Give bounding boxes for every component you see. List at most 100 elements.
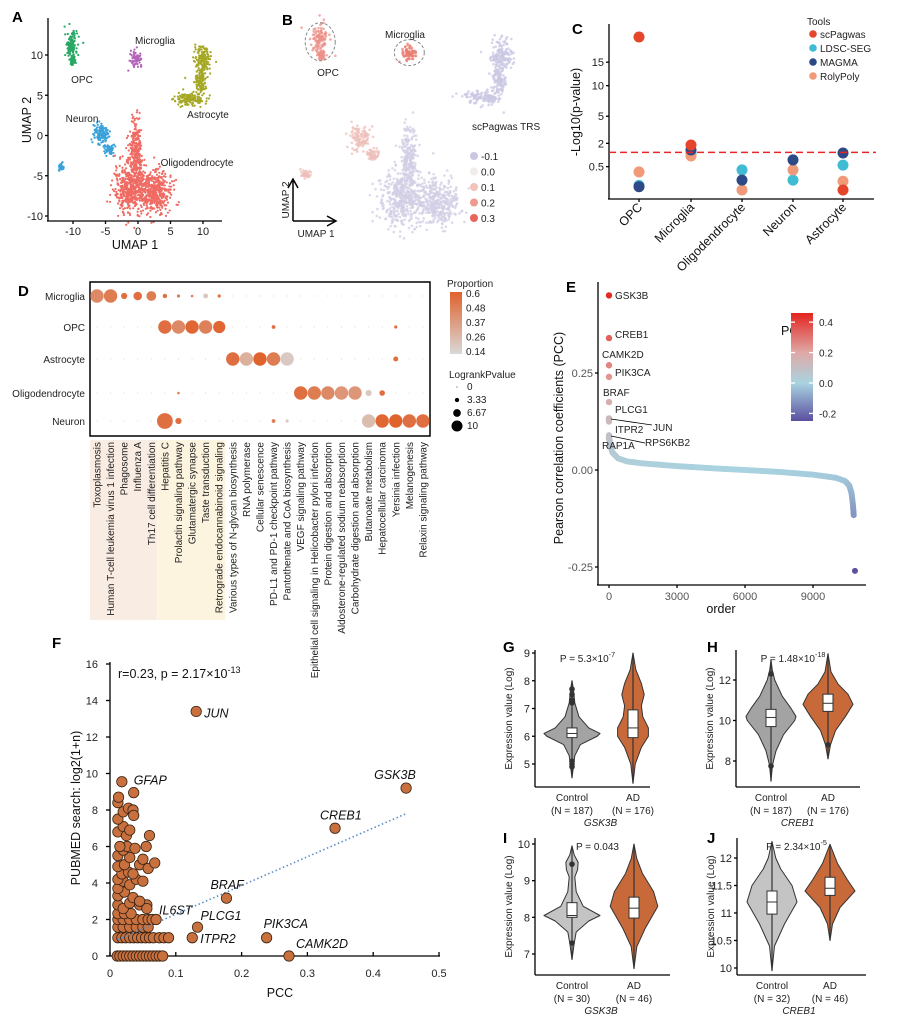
- umap-point-oligodendrocyte: [131, 113, 134, 116]
- trs-point-neuron: [303, 177, 307, 180]
- umap-point-oligodendrocyte: [129, 161, 133, 164]
- gene-point-creb1: [329, 822, 341, 834]
- umap-point-astrocyte: [203, 68, 206, 71]
- trs-point-astrocyte: [466, 95, 469, 98]
- panel-label-d: D: [18, 283, 29, 300]
- gene-point: [137, 875, 149, 887]
- empty-dot: [408, 326, 410, 328]
- umap-point-oligodendrocyte: [118, 196, 122, 200]
- umap-point-microglia: [129, 49, 132, 52]
- trs-point-oligodendrocyte: [445, 219, 448, 222]
- trs-point-oligodendrocyte: [441, 209, 445, 213]
- tools-legend-label: scPagwas: [820, 30, 866, 41]
- trs-point-oligodendrocyte: [436, 190, 439, 194]
- trs-point-microglia: [413, 54, 416, 58]
- empty-dot: [381, 295, 383, 297]
- trs-point-oligodendrocyte: [379, 182, 382, 186]
- y-axis-label: UMAP 2: [20, 97, 34, 143]
- pathway-label: Melanogenesis: [405, 442, 416, 509]
- trs-point-astrocyte: [476, 89, 480, 93]
- umap-point-astrocyte: [182, 96, 185, 99]
- umap-point-neuron: [101, 139, 105, 142]
- umap-point-oligodendrocyte: [160, 195, 163, 198]
- trs-point-oligodendrocyte: [441, 222, 444, 226]
- trs-point-oligodendrocyte: [437, 205, 440, 209]
- group-label-control: Control: [756, 981, 788, 992]
- trs-point-oligodendrocyte: [396, 194, 399, 197]
- umap-point-oligodendrocyte: [129, 146, 132, 149]
- umap-point-opc: [63, 25, 66, 28]
- trs-point-oligodendrocyte: [374, 187, 377, 191]
- trs-point-oligodendrocyte: [423, 190, 426, 194]
- pathway-label: RNA polymerase: [242, 442, 253, 517]
- umap-point-opc: [73, 45, 76, 49]
- umap-point-oligodendrocyte: [168, 209, 171, 212]
- trs-point-oligodendrocyte: [448, 214, 451, 218]
- trs-point-oligodendrocyte: [467, 187, 471, 190]
- trs-point-oligodendrocyte: [388, 175, 392, 178]
- umap-point-oligodendrocyte: [138, 146, 142, 150]
- trs-point-oligodendrocyte: [396, 219, 400, 223]
- umap-point-oligodendrocyte: [128, 177, 131, 180]
- umap-point-neuron: [107, 132, 110, 135]
- trs-point-oligodendrocyte: [400, 200, 404, 203]
- trs-point-oligodendrocyte: [402, 237, 406, 240]
- pathway-label: VEGF signaling pathway: [296, 442, 307, 552]
- y-tick-label: 0: [37, 131, 43, 143]
- trs-point-opc: [317, 26, 320, 30]
- dot-neuron: [285, 419, 289, 423]
- trs-point-astrocyte: [491, 38, 495, 41]
- trs-point-oligodendrocyte: [411, 111, 415, 114]
- umap-point-oligodendrocyte: [150, 221, 153, 224]
- trs-point-neuron: [350, 152, 354, 156]
- y-tick-label: 12: [719, 675, 731, 687]
- trs-point-neuron: [360, 133, 363, 136]
- dot-neuron: [271, 419, 276, 423]
- empty-dot: [327, 326, 329, 328]
- point-rolypoly-oligodendrocyte: [736, 184, 748, 196]
- umap-point-oligodendrocyte: [121, 196, 124, 200]
- umap-point-oligodendrocyte: [166, 201, 170, 204]
- trs-point-oligodendrocyte: [398, 215, 402, 219]
- umap-point-oligodendrocyte: [121, 166, 124, 169]
- trs-point-oligodendrocyte: [411, 205, 415, 209]
- trs-point-oligodendrocyte: [426, 204, 429, 208]
- trs-point-oligodendrocyte: [413, 181, 417, 184]
- empty-dot: [327, 420, 329, 422]
- y-tick-label: 11: [721, 908, 732, 920]
- group-n-label: (N = 187): [750, 806, 792, 817]
- trs-point-astrocyte: [498, 44, 502, 47]
- gene-point: [116, 776, 128, 788]
- trs-point-oligodendrocyte: [393, 183, 396, 187]
- y-tick-label: 8: [92, 805, 98, 817]
- gene-point: [128, 809, 140, 822]
- empty-dot: [354, 295, 356, 297]
- trs-point-opc: [309, 43, 313, 47]
- umap-point-oligodendrocyte: [117, 196, 120, 199]
- umap-point-oligodendrocyte: [173, 179, 176, 183]
- umap-point-oligodendrocyte: [128, 158, 132, 161]
- umap-point-oligodendrocyte: [138, 111, 141, 114]
- umap-point-oligodendrocyte: [120, 181, 123, 184]
- umap-point-neuron: [108, 148, 111, 151]
- tools-legend-label: MAGMA: [820, 58, 858, 69]
- trs-point-astrocyte: [500, 79, 504, 83]
- trs-point-astrocyte: [487, 103, 490, 107]
- trs-point-oligodendrocyte: [446, 199, 449, 202]
- umap-point-oligodendrocyte: [147, 185, 150, 188]
- dot-oligodendrocyte: [379, 390, 385, 396]
- umap-point-opc: [71, 63, 74, 66]
- p-value-label-base: P = 0.043: [576, 842, 619, 853]
- trs-point-oligodendrocyte: [434, 181, 437, 185]
- pathway-label: Glutamatergic synapse: [188, 442, 199, 545]
- trs-point-oligodendrocyte: [410, 172, 414, 176]
- umap-point-oligodendrocyte: [152, 186, 155, 189]
- cluster-label-microglia: Microglia: [135, 36, 175, 47]
- umap-point-oligodendrocyte: [122, 188, 125, 191]
- gene-point: [162, 932, 175, 944]
- trs-point-astrocyte: [489, 55, 493, 59]
- umap-point-oligodendrocyte: [126, 160, 129, 163]
- umap-point-oligodendrocyte: [140, 195, 143, 198]
- gene-label-camk2d: CAMK2D: [296, 937, 348, 951]
- umap-cell-types: [57, 22, 218, 229]
